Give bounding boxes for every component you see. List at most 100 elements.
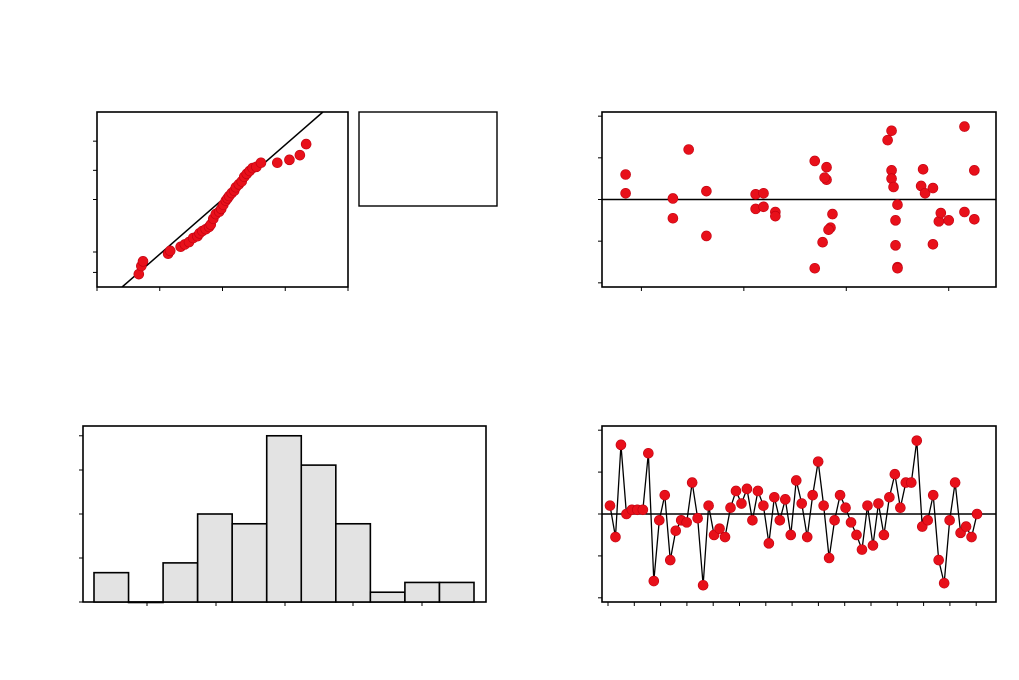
data-point [758,201,769,213]
residual-order-line [609,440,978,586]
data-point [790,475,802,486]
histogram-bar [404,581,441,603]
data-point [659,489,671,501]
data-point [851,529,862,541]
data-point [747,514,758,526]
data-point [882,134,893,146]
data-point [959,121,970,132]
histogram-bar [162,562,199,603]
data-point [919,187,931,199]
data-point [867,540,879,551]
data-point [862,500,873,511]
data-point [272,157,283,169]
data-point [943,215,955,226]
data-point [823,552,835,564]
data-point [911,435,923,446]
histogram-bar [127,601,164,604]
data-point [294,149,306,161]
data-point [927,489,939,501]
data-point [873,498,884,509]
data-point [667,212,679,224]
data-point [856,544,868,555]
data-point [840,502,851,514]
data-point [736,498,747,509]
data-point [770,210,781,222]
data-point [812,456,824,467]
normal-probability-plot-panel [93,111,498,291]
histogram-bar [300,464,337,603]
data-point [889,468,901,480]
data-point [780,494,791,505]
data-point [610,531,621,543]
data-point [886,125,897,137]
data-point [637,504,649,516]
data-point [620,187,631,199]
data-point [829,514,840,526]
data-point [827,208,838,220]
data-point [890,240,901,251]
data-point [725,502,736,514]
data-point [917,163,929,175]
data-point [284,154,295,166]
data-point [938,577,950,589]
data-point [683,144,694,155]
data-point [667,193,679,204]
data-point [888,181,899,193]
data-point [664,554,676,566]
data-point [648,575,660,587]
histogram-bar [438,581,475,603]
data-point [823,224,834,236]
data-point [763,538,775,549]
data-point [741,483,753,495]
data-point [643,447,654,459]
data-point [821,161,832,173]
histogram-bar [93,571,130,603]
data-point [922,514,934,526]
residuals-vs-fits-panel [598,111,997,291]
data-point [697,579,709,591]
data-point [300,138,312,150]
data-point [701,230,712,242]
data-point [807,489,818,501]
data-point [949,477,961,488]
data-point [796,498,808,509]
data-point [730,485,742,497]
data-point [817,236,828,248]
data-point [692,512,703,524]
data-point [719,531,731,543]
histogram-bar [335,522,372,603]
data-point [752,485,764,497]
data-point [959,206,970,218]
data-point [890,215,901,226]
data-point [834,489,846,501]
data-point [785,529,797,541]
data-point [892,199,903,211]
data-point [845,517,857,528]
data-point [604,500,616,511]
data-point [944,514,955,526]
data-point [969,213,980,225]
data-point [801,531,813,543]
data-point [809,155,821,167]
histogram-panel [79,425,487,606]
data-point [971,508,983,520]
data-point [615,439,627,451]
data-point [758,500,769,511]
histogram-bar [231,522,268,603]
data-point [164,245,176,257]
data-point [878,529,890,541]
data-point [895,502,906,514]
data-point [892,262,903,274]
statistics-legend-box [358,111,498,207]
data-point [927,238,939,250]
data-point [809,262,821,274]
data-point [701,185,712,197]
data-point [906,477,917,488]
data-point [966,531,977,543]
data-point [714,523,725,534]
data-point [935,207,947,219]
data-point [933,554,944,566]
data-point [654,514,665,526]
data-point [774,514,786,526]
